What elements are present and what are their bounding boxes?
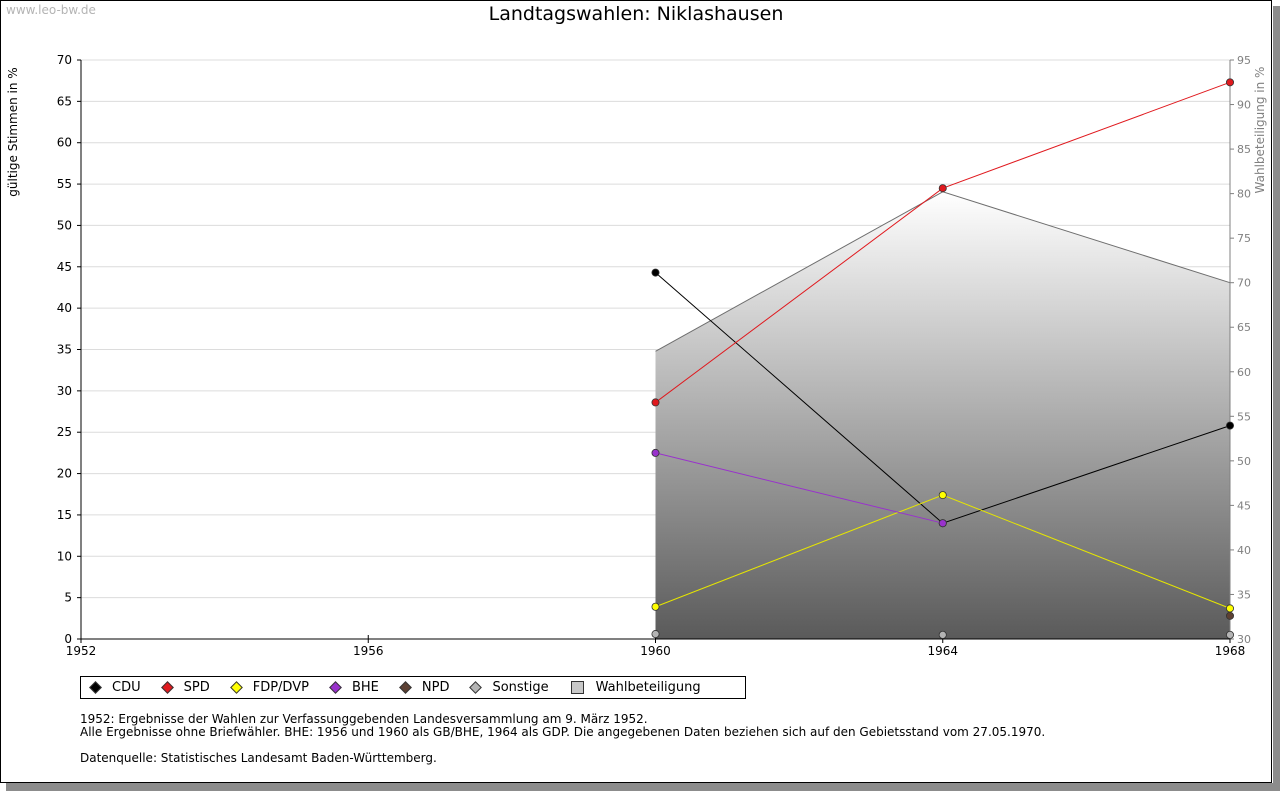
y2-tick-label: 70: [1237, 277, 1251, 290]
y-tick-label: 25: [57, 425, 72, 439]
y2-tick-label: 95: [1237, 54, 1251, 67]
y2-tick-label: 45: [1237, 499, 1251, 512]
y2-tick-label: 30: [1237, 633, 1251, 646]
legend-marker: [399, 681, 412, 694]
note-line: Datenquelle: Statistisches Landesamt Bad…: [80, 751, 437, 765]
legend-label: BHE: [351, 680, 379, 695]
legend: CDU SPD FDP/DVP BHE NPD Sonstige Wahlbeteiligu…: [80, 676, 746, 699]
data-point: [1226, 421, 1235, 430]
y-tick-label: 65: [57, 94, 72, 108]
data-point: [1226, 611, 1235, 620]
legend-marker: [570, 681, 584, 694]
data-point: [1226, 630, 1235, 639]
y2-tick-label: 80: [1237, 188, 1251, 201]
data-point: [1226, 604, 1235, 613]
legend-label: Wahlbeteiligung: [595, 680, 701, 695]
data-point: [938, 491, 947, 500]
legend-marker: [89, 681, 102, 694]
y-tick-label: 15: [57, 508, 72, 522]
legend-item: BHE: [329, 680, 379, 695]
legend-label: CDU: [112, 680, 141, 695]
data-point: [938, 519, 947, 528]
y-tick-label: 40: [57, 301, 72, 315]
chart-title: Landtagswahlen: Niklashausen: [488, 3, 784, 25]
data-point: [938, 630, 947, 639]
data-point: [651, 448, 660, 457]
legend-item: FDP/DVP: [229, 680, 309, 695]
legend-marker: [160, 681, 174, 694]
y2-tick-label: 85: [1237, 143, 1251, 156]
frame-shadow-bottom: [6, 783, 1280, 791]
y2-tick-label: 50: [1237, 455, 1251, 468]
y2-axis-label: Wahlbeteiligung in %: [1253, 67, 1267, 194]
y-tick-label: 70: [57, 53, 72, 67]
y2-tick-label: 60: [1237, 366, 1251, 379]
y-tick-label: 45: [57, 260, 72, 274]
x-tick-label: 1952: [66, 644, 97, 658]
x-tick-label: 1968: [1215, 644, 1246, 658]
x-tick-label: 1960: [640, 644, 671, 658]
y-tick-label: 50: [57, 218, 72, 232]
legend-item: Wahlbeteiligung: [570, 680, 701, 695]
series-line: [655, 452, 943, 524]
legend-label: SPD: [183, 680, 210, 695]
data-point: [651, 630, 660, 639]
legend-label: NPD: [421, 680, 450, 695]
data-point: [651, 268, 660, 277]
legend-label: Sonstige: [492, 680, 549, 695]
legend-label: FDP/DVP: [252, 680, 309, 695]
y-axis-label: gültige Stimmen in %: [6, 67, 20, 196]
y-tick-label: 5: [64, 591, 72, 605]
note-line: Alle Ergebnisse ohne Briefwähler. BHE: 1…: [80, 725, 1046, 739]
frame-shadow-right: [1273, 6, 1280, 791]
legend-item: SPD: [160, 680, 210, 695]
y-tick-label: 35: [57, 343, 72, 357]
data-point: [651, 602, 660, 611]
data-point: [1226, 78, 1235, 87]
y2-tick-label: 65: [1237, 321, 1251, 334]
y2-tick-label: 40: [1237, 544, 1251, 557]
turnout-area: [655, 191, 1230, 639]
note-line: 1952: Ergebnisse der Wahlen zur Verfassu…: [80, 712, 648, 726]
x-tick-label: 1956: [353, 644, 384, 658]
data-point: [938, 184, 947, 193]
legend-marker: [329, 681, 342, 694]
y-tick-label: 0: [64, 632, 72, 646]
legend-item: NPD: [399, 680, 450, 695]
legend-marker: [229, 681, 243, 694]
y-tick-label: 60: [57, 136, 72, 150]
notes: 1952: Ergebnisse der Wahlen zur Verfassu…: [80, 713, 1045, 765]
legend-item: Sonstige: [469, 680, 549, 695]
data-point: [651, 398, 660, 407]
y2-tick-label: 75: [1237, 232, 1251, 245]
y-tick-label: 30: [57, 384, 72, 398]
y-tick-label: 20: [57, 467, 72, 481]
watermark: www.leo-bw.de: [6, 3, 96, 17]
legend-marker: [469, 681, 483, 694]
y-tick-label: 55: [57, 177, 72, 191]
legend-item: CDU: [89, 680, 141, 695]
y2-tick-label: 90: [1237, 99, 1251, 112]
x-tick-label: 1964: [927, 644, 958, 658]
y-tick-label: 10: [57, 549, 72, 563]
y2-tick-label: 35: [1237, 588, 1251, 601]
y2-tick-label: 55: [1237, 410, 1251, 423]
